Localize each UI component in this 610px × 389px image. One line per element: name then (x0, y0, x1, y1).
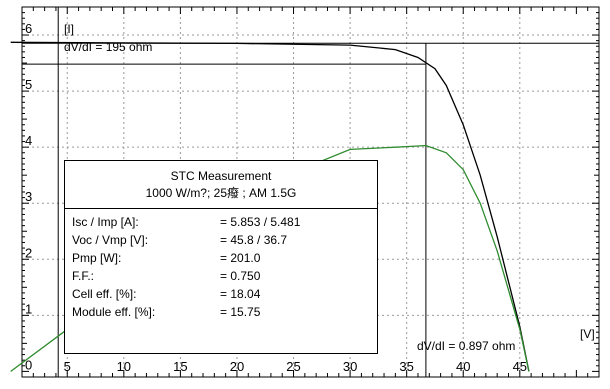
row-label: F.F.: (72, 269, 95, 283)
table-row: Module eff. [%]: = 15.75 (72, 303, 377, 321)
iv-curve (10, 41, 530, 372)
stc-measurement-table: STC Measurement 1000 W/m?; 25癈 ; AM 1.5G… (64, 160, 378, 354)
y-tick-label: 3 (25, 189, 32, 204)
y-tick-label: 4 (25, 133, 32, 148)
y-tick-label: 6 (25, 21, 32, 36)
axis-ticks (21, 6, 600, 377)
x-tick-label: 30 (343, 359, 357, 374)
annotation-bottom: dV/dI = 0.897 ohm (417, 339, 515, 353)
table-row: Isc / Imp [A]: = 5.853 / 5.481 (72, 213, 377, 231)
y-tick-label: 5 (25, 77, 32, 92)
table-rows: Isc / Imp [A]: = 5.853 / 5.481 Voc / Vmp [… (65, 209, 377, 321)
row-value: = 45.8 / 36.7 (220, 233, 288, 247)
y-axis-label: [I] (64, 22, 74, 36)
table-row: Cell eff. [%]: = 18.04 (72, 285, 377, 303)
row-value: = 18.04 (220, 287, 261, 301)
x-tick-label: 10 (117, 359, 131, 374)
row-value: = 15.75 (220, 305, 261, 319)
row-value: = 0.750 (220, 269, 261, 283)
table-row: Voc / Vmp [V]: = 45.8 / 36.7 (72, 231, 377, 249)
x-tick-label: 25 (286, 359, 300, 374)
x-tick-label: 20 (230, 359, 244, 374)
y-tick-label: 0 (25, 357, 32, 372)
row-value: = 201.0 (220, 251, 261, 265)
x-tick-label: 35 (399, 359, 413, 374)
x-tick-label: 5 (64, 359, 71, 374)
row-label: Cell eff. [%]: (72, 287, 137, 301)
row-label: Module eff. [%]: (72, 305, 156, 319)
row-label: Voc / Vmp [V]: (72, 233, 149, 247)
annotation-top: dV/dI = 195 ohm (64, 40, 152, 54)
table-row: F.F.: = 0.750 (72, 267, 377, 285)
row-value: = 5.853 / 5.481 (220, 215, 301, 229)
row-label: Isc / Imp [A]: (72, 215, 139, 229)
table-header: STC Measurement 1000 W/m?; 25癈 ; AM 1.5G (65, 161, 377, 209)
y-tick-label: 2 (25, 245, 32, 260)
row-label: Pmp [W]: (72, 251, 122, 265)
x-axis-label: [V] (580, 327, 595, 341)
y-tick-label: 1 (25, 301, 32, 316)
x-tick-label: 15 (173, 359, 187, 374)
x-tick-label: 45 (513, 359, 527, 374)
x-tick-label: 40 (456, 359, 470, 374)
table-row: Pmp [W]: = 201.0 (72, 249, 377, 267)
table-title: STC Measurement (170, 169, 272, 183)
table-subtitle: 1000 W/m?; 25癈 ; AM 1.5G (145, 186, 297, 200)
